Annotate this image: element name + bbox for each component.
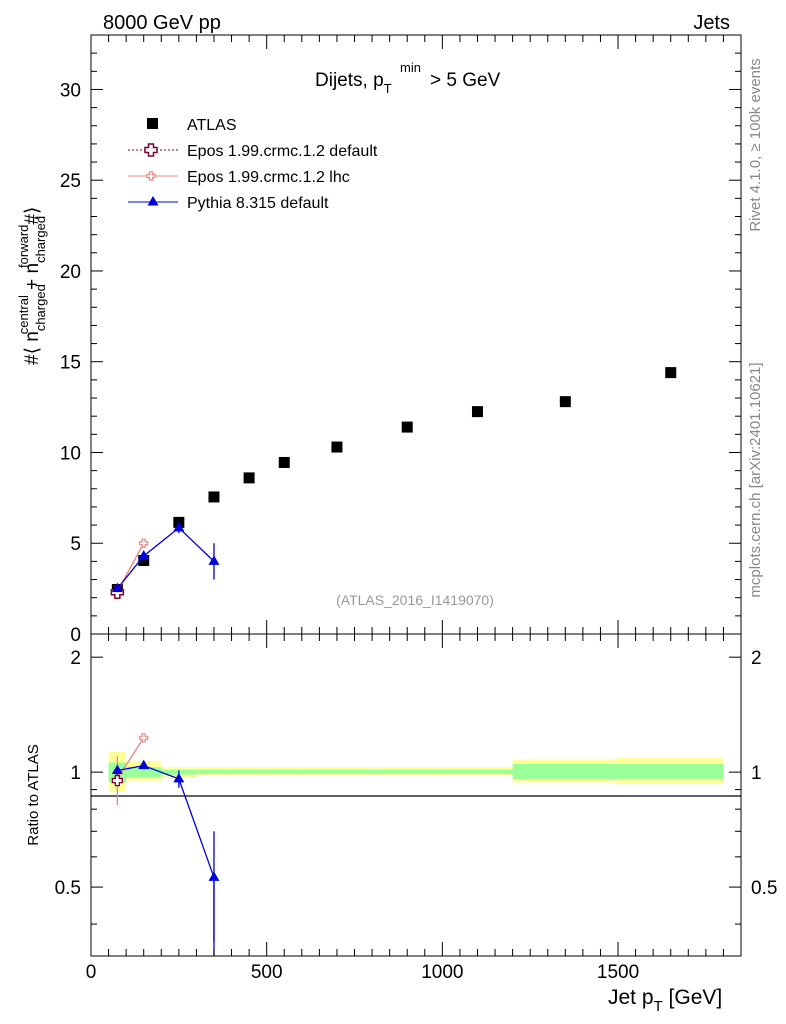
header-jets-label: Jets bbox=[693, 12, 730, 34]
ratio-panel: 0.5 0.5 1 1 2 2 0 500 1000 1500 Ratio to ATLAS Je… bbox=[25, 633, 778, 1015]
main-point-atlas bbox=[243, 472, 255, 484]
legend-epos-default-label: Epos 1.99.crmc.1.2 default bbox=[187, 143, 378, 160]
ratio-point-epos-lhc bbox=[139, 733, 149, 743]
x-tick-label: 0 bbox=[86, 962, 97, 983]
main-y-tick-label: 20 bbox=[60, 262, 81, 283]
svg-text:#⟨ nchargedcentral + nchargedf: #⟨ nchargedcentral + nchargedforward#⟩ bbox=[16, 207, 48, 365]
ratio-point-epos-default bbox=[111, 774, 124, 787]
main-point-epos-lhc bbox=[139, 538, 149, 548]
mcplots-label: mcplots.cern.ch [arXiv:2401.10621] bbox=[747, 362, 764, 597]
ratio-band-green bbox=[618, 764, 724, 779]
x-tick-label: 500 bbox=[251, 962, 283, 983]
ratio-band-green bbox=[266, 769, 302, 774]
ratio-band-green bbox=[231, 769, 267, 774]
ratio-band-green bbox=[372, 769, 443, 774]
legend-atlas-marker bbox=[147, 118, 158, 129]
main-title: Dijets, pT bbox=[315, 70, 392, 96]
ratio-y-tick-label-right: 1 bbox=[751, 763, 762, 784]
x-axis-label: Jet pT [GeV] bbox=[608, 986, 722, 1015]
main-point-atlas bbox=[559, 396, 571, 408]
main-y-tick-label: 5 bbox=[70, 534, 81, 555]
ratio-uncertainty-bands bbox=[108, 751, 724, 792]
x-tick-label: 1000 bbox=[421, 962, 463, 983]
main-line-pythia bbox=[116, 526, 215, 590]
ratio-band-green bbox=[301, 769, 373, 774]
ratio-line-epos_lhc bbox=[116, 737, 145, 780]
ratio-point-pythia bbox=[173, 772, 185, 783]
ratio-axis-ticks bbox=[90, 634, 741, 956]
ratio-y-tick-label-right: 2 bbox=[751, 648, 762, 669]
main-point-atlas bbox=[278, 456, 290, 468]
main-y-axis-label: #⟨ nchargedcentral + nchargedforward#⟩ bbox=[16, 207, 48, 365]
main-title-tail: > 5 GeV bbox=[430, 70, 501, 91]
main-point-atlas bbox=[208, 491, 220, 503]
header-energy-label: 8000 GeV pp bbox=[103, 12, 221, 34]
ratio-y-tick-label-left: 2 bbox=[70, 648, 81, 669]
ratio-band-green bbox=[126, 767, 162, 778]
main-y-tick-label: 30 bbox=[60, 80, 81, 101]
ratio-line-pythia bbox=[117, 764, 215, 878]
ratio-y-tick-label-left: 0.5 bbox=[55, 878, 81, 899]
svg-text:Jet pT [GeV]: Jet pT [GeV] bbox=[608, 986, 722, 1015]
main-panel: 0 5 10 15 20 25 30 Dijets, pT min > 5 GeV #⟨ n… bbox=[16, 34, 742, 646]
main-y-tick-labels: 0 5 10 15 20 25 30 bbox=[60, 80, 81, 646]
main-axis-ticks bbox=[90, 34, 741, 635]
ratio-point-pythia bbox=[208, 871, 220, 881]
legend-epos-default-marker bbox=[144, 143, 158, 157]
legend-epos-lhc-label: Epos 1.99.crmc.1.2 lhc bbox=[187, 169, 350, 186]
main-point-pythia bbox=[111, 582, 123, 593]
ratio-band-green bbox=[196, 769, 232, 774]
main-point-pythia bbox=[208, 555, 220, 565]
main-point-pythia bbox=[173, 521, 185, 532]
main-title-superscript: min bbox=[400, 60, 421, 75]
ratio-band-green bbox=[442, 769, 513, 774]
main-point-atlas bbox=[401, 421, 413, 433]
main-point-atlas bbox=[665, 367, 677, 379]
legend-epos-lhc-marker bbox=[146, 171, 156, 181]
x-tick-label: 1500 bbox=[597, 962, 639, 983]
main-point-atlas bbox=[471, 406, 483, 418]
main-y-tick-label: 25 bbox=[60, 171, 81, 192]
analysis-watermark: (ATLAS_2016_I1419070) bbox=[336, 592, 494, 608]
ratio-band-green bbox=[512, 764, 619, 779]
ratio-y-tick-label-left: 1 bbox=[70, 763, 81, 784]
main-point-pythia bbox=[138, 549, 150, 560]
ratio-tick-labels: 0.5 0.5 1 1 2 2 0 500 1000 1500 bbox=[55, 648, 778, 983]
ratio-point-pythia bbox=[138, 759, 150, 770]
legend: ATLAS Epos 1.99.crmc.1.2 default Epos 1.… bbox=[128, 117, 378, 212]
ratio-y-tick-label-right: 0.5 bbox=[751, 878, 777, 899]
legend-pythia-label: Pythia 8.315 default bbox=[187, 195, 329, 212]
main-y-tick-label: 0 bbox=[70, 625, 81, 646]
main-y-tick-label: 15 bbox=[60, 353, 81, 374]
main-point-atlas bbox=[138, 554, 150, 566]
main-point-atlas bbox=[331, 441, 343, 453]
legend-pythia-marker bbox=[147, 196, 159, 206]
legend-atlas-label: ATLAS bbox=[187, 117, 237, 134]
rivet-version-label: Rivet 4.1.0, ≥ 100k events bbox=[747, 58, 764, 231]
main-y-tick-label: 10 bbox=[60, 443, 81, 464]
main-data-layer bbox=[110, 367, 677, 600]
ratio-frame bbox=[90, 633, 742, 957]
ratio-y-axis-label: Ratio to ATLAS bbox=[25, 744, 42, 845]
ratio-point-pythia bbox=[111, 764, 123, 774]
ratio-data-layer bbox=[111, 733, 220, 956]
